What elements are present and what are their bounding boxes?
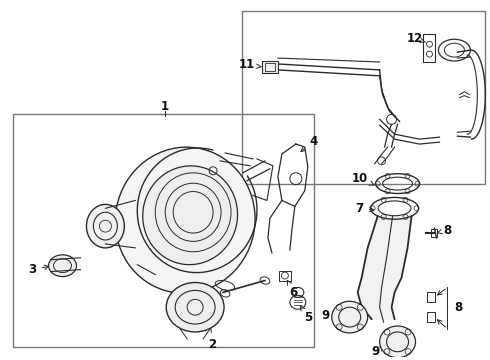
Text: 8: 8 <box>438 224 452 237</box>
Ellipse shape <box>49 255 76 276</box>
Bar <box>427 292 436 302</box>
Text: 12: 12 <box>406 32 425 45</box>
Ellipse shape <box>166 283 224 332</box>
Text: 2: 2 <box>208 319 216 351</box>
Bar <box>432 229 438 237</box>
Polygon shape <box>358 216 412 319</box>
Text: 1: 1 <box>161 100 169 113</box>
Ellipse shape <box>115 147 255 293</box>
Text: 10: 10 <box>351 172 374 185</box>
Bar <box>13 114 314 347</box>
Ellipse shape <box>86 204 124 248</box>
Bar <box>427 312 436 322</box>
Bar <box>262 61 278 73</box>
Ellipse shape <box>143 166 238 265</box>
Text: 8: 8 <box>454 301 463 314</box>
Bar <box>279 271 291 280</box>
Text: 11: 11 <box>239 58 261 72</box>
Text: 5: 5 <box>300 306 312 324</box>
Text: 7: 7 <box>356 202 374 215</box>
Text: 3: 3 <box>28 263 49 276</box>
Bar <box>423 34 436 62</box>
Ellipse shape <box>332 301 368 333</box>
Text: 4: 4 <box>301 135 318 152</box>
Text: 6: 6 <box>287 280 298 299</box>
Text: 9: 9 <box>321 309 337 321</box>
Bar <box>242 10 485 184</box>
Bar <box>265 63 275 71</box>
Ellipse shape <box>380 326 416 357</box>
Text: 9: 9 <box>371 345 385 358</box>
